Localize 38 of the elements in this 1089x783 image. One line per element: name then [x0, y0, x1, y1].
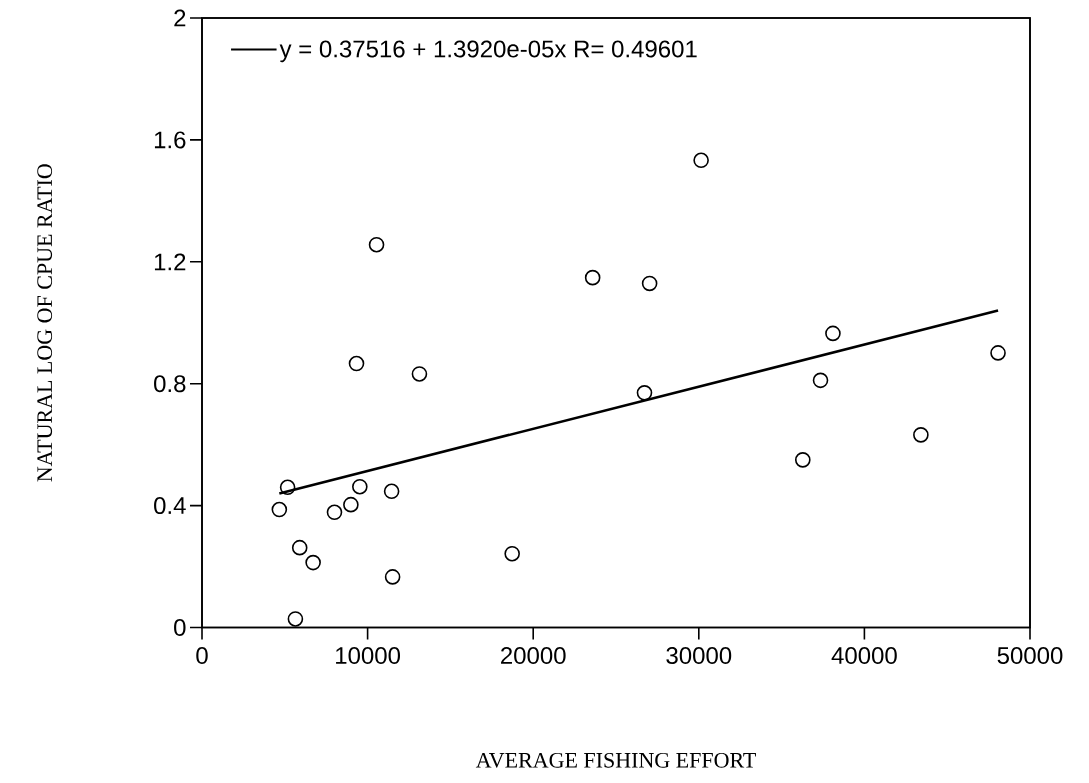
y-tick-label: 0.8: [154, 375, 186, 393]
y-tick-label: 1.6: [154, 131, 186, 149]
y-axis-title: NATURAL LOG OF CPUE RATIO: [37, 164, 53, 482]
point: [411, 366, 428, 382]
point: [641, 275, 658, 292]
y-tick-label: 0.4: [154, 497, 186, 515]
point: [352, 478, 368, 495]
point: [825, 325, 841, 342]
x-tick-label: 50000: [997, 647, 1063, 665]
x-tick-label: 40000: [831, 647, 897, 665]
point: [795, 452, 811, 468]
point: [343, 496, 359, 513]
point: [913, 427, 929, 443]
point: [384, 569, 401, 585]
point: [693, 152, 709, 169]
y-tick-label: 1.2: [154, 253, 186, 271]
point: [305, 554, 321, 571]
x-tick-label: 30000: [666, 647, 732, 665]
point: [584, 269, 601, 286]
x-tick-label: 10000: [336, 647, 401, 665]
point: [383, 483, 400, 500]
x-tick-label: 0: [196, 647, 208, 665]
point: [812, 372, 829, 389]
x-tick-label: 20000: [501, 647, 566, 665]
y-tick-label: 2: [174, 9, 186, 27]
point: [279, 479, 296, 496]
point: [326, 504, 343, 521]
point: [990, 345, 1006, 361]
point: [636, 385, 653, 401]
point: [348, 355, 365, 372]
legend-label: y = 0.37516 + 1.3920e-05x R= 0.49601: [279, 40, 697, 63]
y-tick-label: 0: [174, 619, 186, 636]
point: [368, 236, 385, 253]
x-axis-title: AVERAGE FISHING EFFORT: [475, 752, 756, 768]
point: [271, 501, 288, 518]
point: [504, 545, 520, 562]
point: [287, 611, 304, 627]
point: [291, 539, 308, 556]
